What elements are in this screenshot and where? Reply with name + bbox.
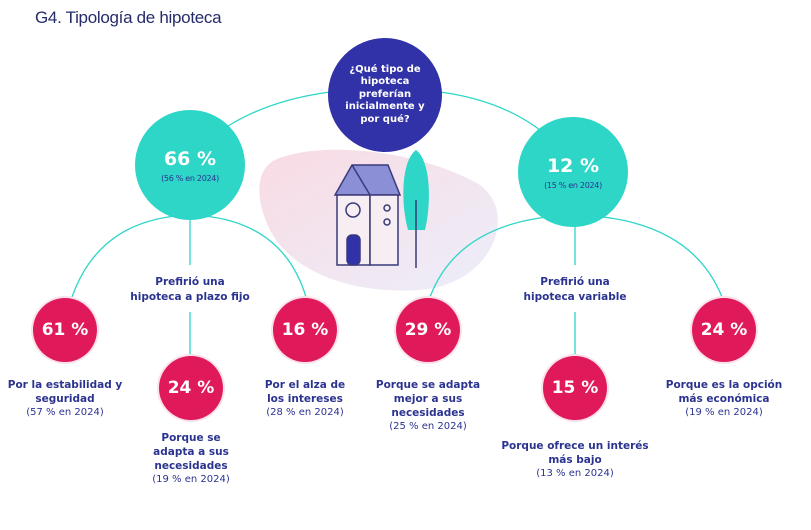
tree-icon xyxy=(403,150,429,268)
reason-previous: (19 % en 2024) xyxy=(685,407,763,418)
house-icon xyxy=(333,164,402,266)
reason-value: 29 % xyxy=(404,320,452,340)
reason-previous: (28 % en 2024) xyxy=(266,407,344,418)
variable-label: Prefirió una hipoteca variable xyxy=(523,276,627,303)
reason-value: 24 % xyxy=(167,378,215,398)
reason-value: 15 % xyxy=(551,378,599,398)
reason-previous: (57 % en 2024) xyxy=(26,407,104,418)
fixed-reason-3-label: Por el alza de los intereses (28 % en 202… xyxy=(260,378,350,420)
reason-text: Porque se adapta mejor a sus necesidades xyxy=(375,379,481,419)
reason-value: 16 % xyxy=(281,320,329,340)
variable-main-circle: 12 % (15 % en 2024) xyxy=(518,117,628,227)
reason-text: Por la estabilidad y seguridad xyxy=(7,379,123,405)
reason-text: Porque ofrece un interés más bajo xyxy=(501,440,649,466)
reason-text: Porque es la opción más económica xyxy=(665,379,783,405)
variable-value: 12 % xyxy=(546,154,600,177)
variable-reason-3-label: Porque es la opción más económica (19 % e… xyxy=(654,378,794,420)
page-title: G4. Tipología de hipoteca xyxy=(35,8,222,27)
fixed-reason-2-circle: 24 % xyxy=(159,356,223,420)
reason-text: Porque se adapta a sus necesidades xyxy=(153,432,229,472)
fixed-label: Prefirió una hipoteca a plazo fijo xyxy=(130,276,250,303)
variable-reason-1-circle: 29 % xyxy=(396,298,460,362)
fixed-previous: (56 % en 2024) xyxy=(161,173,219,183)
question-text: ¿Qué tipo de hipoteca preferían inicialm… xyxy=(345,63,425,125)
variable-reason-1-label: Porque se adapta mejor a sus necesidades… xyxy=(368,378,488,434)
question-bubble: ¿Qué tipo de hipoteca preferían inicialm… xyxy=(328,38,442,152)
fixed-value: 66 % xyxy=(163,147,217,170)
reason-previous: (13 % en 2024) xyxy=(536,468,614,479)
reason-previous: (19 % en 2024) xyxy=(152,474,230,485)
variable-previous: (15 % en 2024) xyxy=(544,180,602,190)
reason-previous: (25 % en 2024) xyxy=(389,421,467,432)
reason-text: Por el alza de los intereses xyxy=(264,379,346,405)
reason-value: 61 % xyxy=(41,320,89,340)
fixed-reason-3-circle: 16 % xyxy=(273,298,337,362)
fixed-reason-1-circle: 61 % xyxy=(33,298,97,362)
fixed-main-circle: 66 % (56 % en 2024) xyxy=(135,110,245,220)
reason-value: 24 % xyxy=(700,320,748,340)
variable-reason-2-circle: 15 % xyxy=(543,356,607,420)
fixed-reason-2-label: Porque se adapta a sus necesidades (19 % … xyxy=(146,431,236,487)
fixed-reason-1-label: Por la estabilidad y seguridad (57 % en 2… xyxy=(0,378,140,420)
variable-reason-3-circle: 24 % xyxy=(692,298,756,362)
variable-reason-2-label: Porque ofrece un interés más bajo (13 % e… xyxy=(500,439,650,481)
